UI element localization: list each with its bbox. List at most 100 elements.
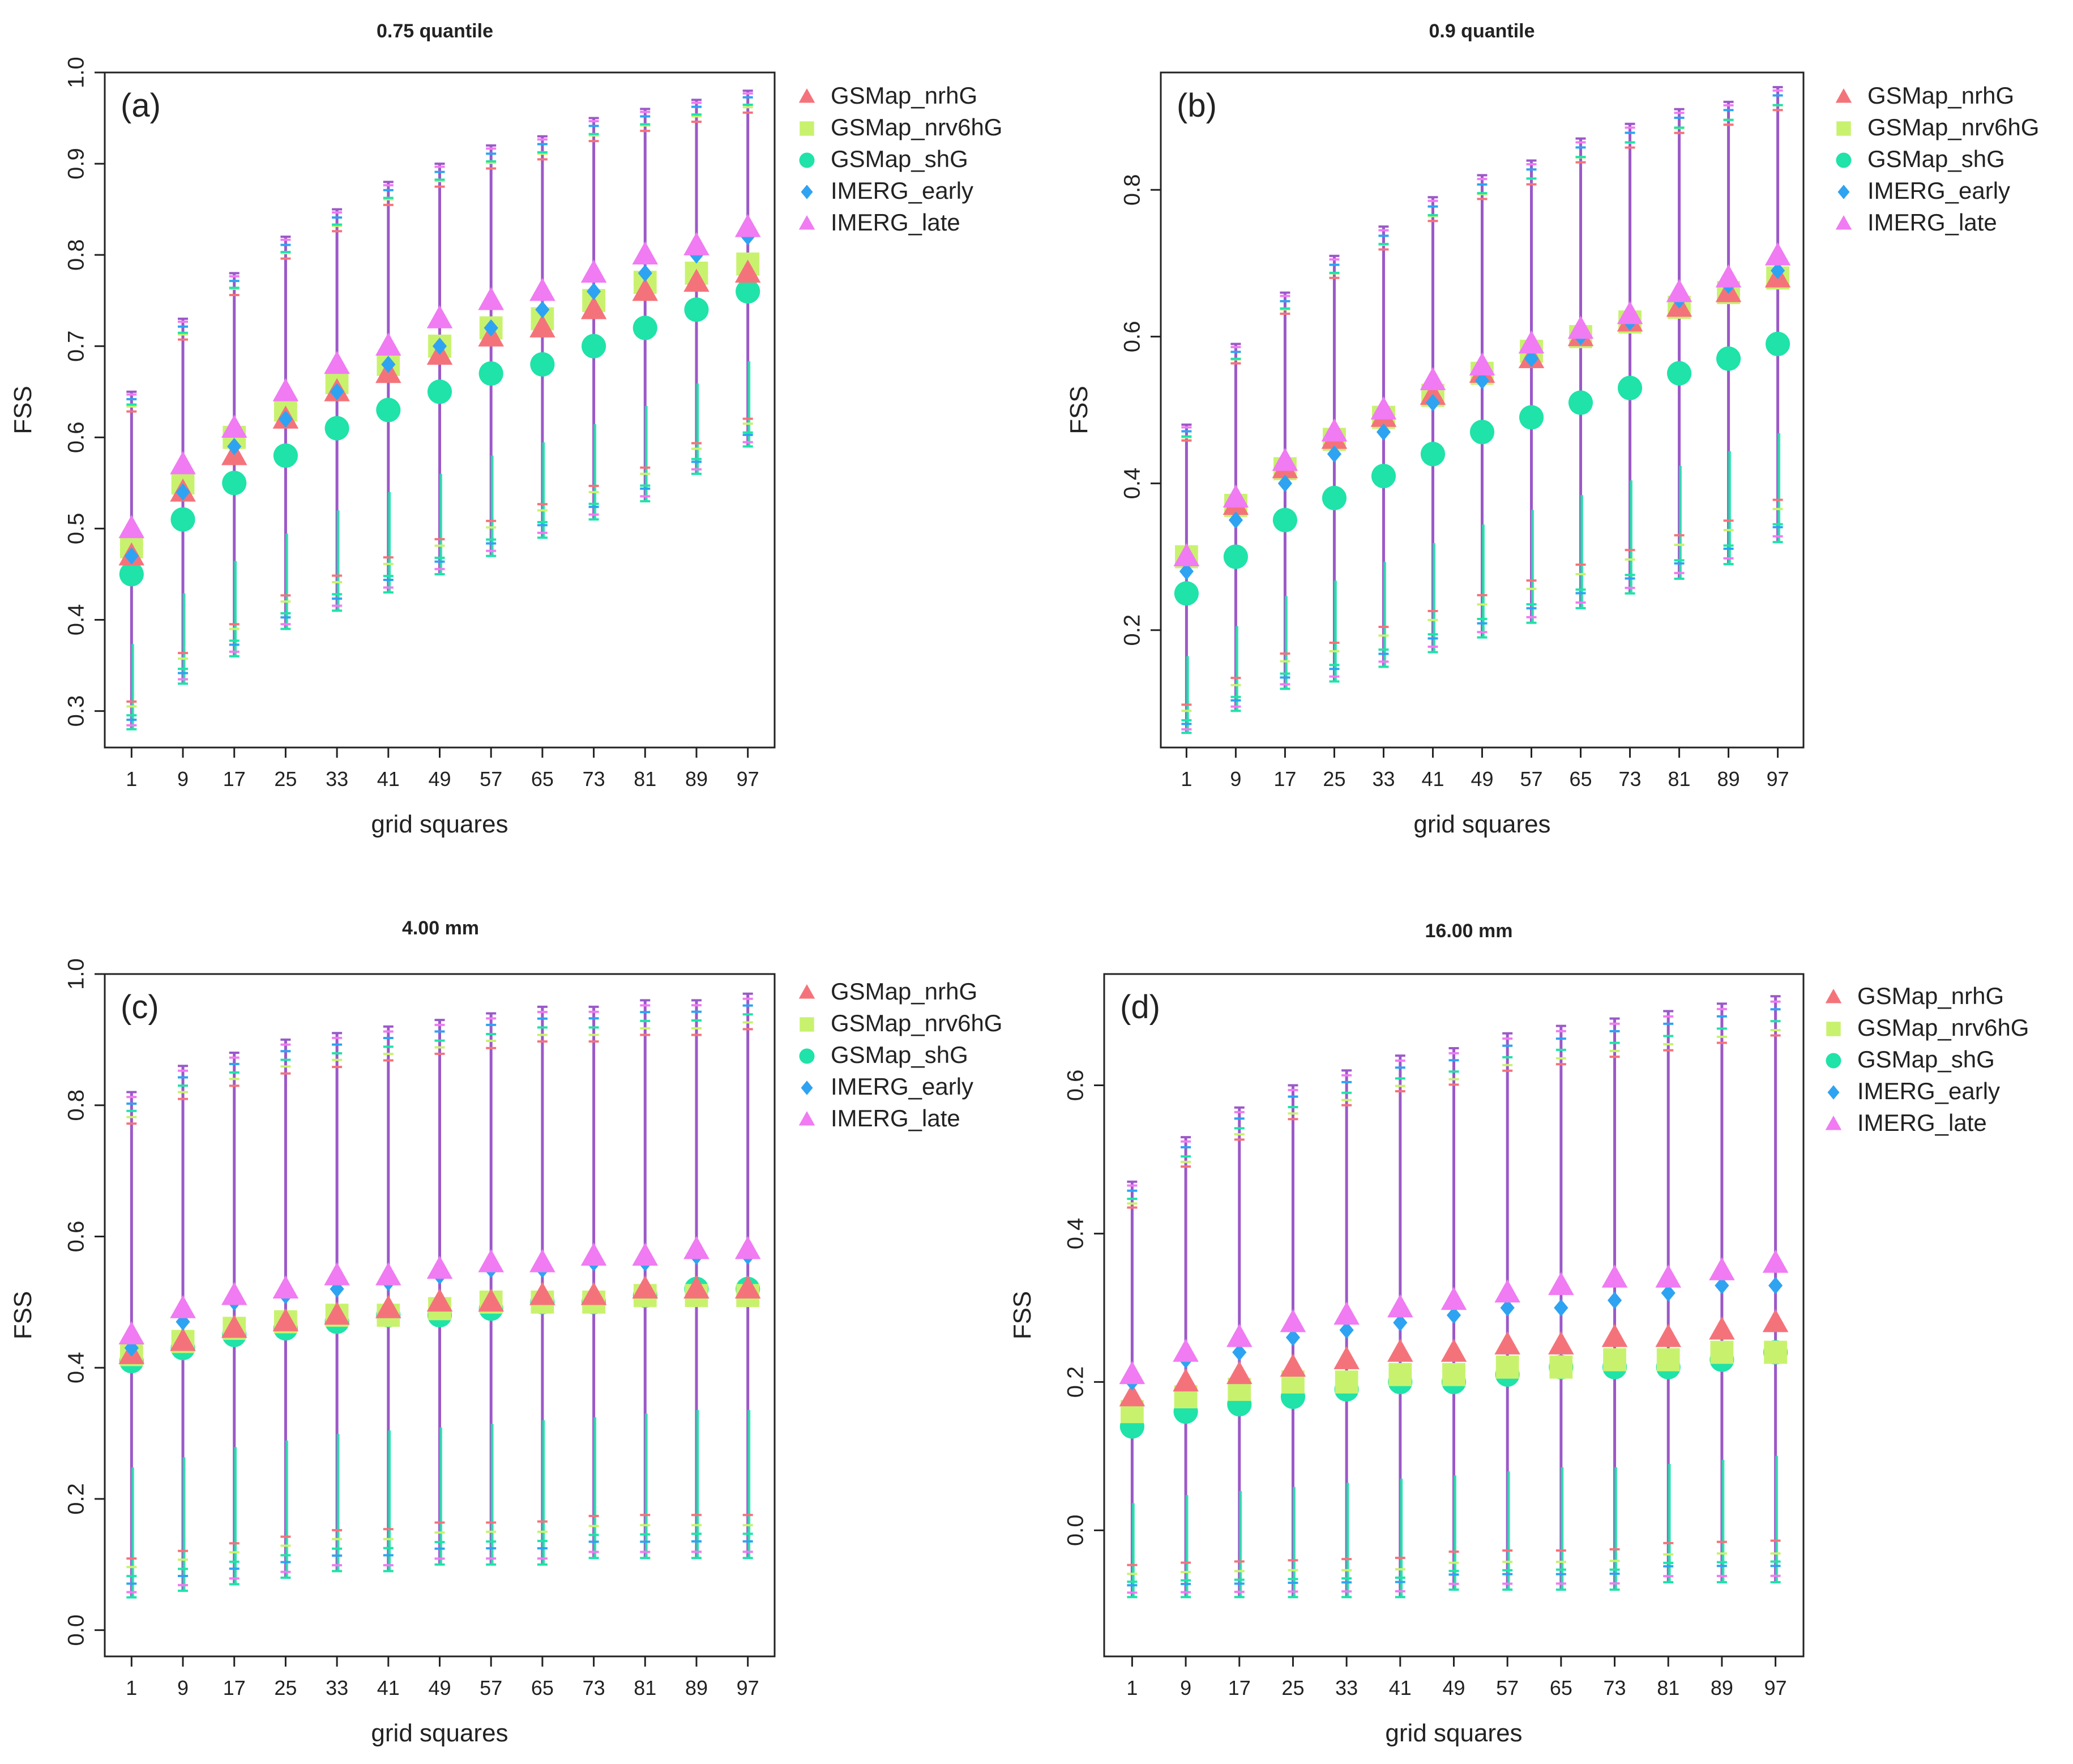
y-axis-label: FSS bbox=[1065, 386, 1093, 434]
data-point-imerg-early bbox=[1554, 1299, 1568, 1317]
data-point-imerg-late bbox=[1321, 418, 1348, 442]
data-point-gsmap-nrhg bbox=[1762, 1309, 1789, 1332]
x-tick-label: 65 bbox=[1570, 767, 1592, 791]
data-point-imerg-early bbox=[1768, 1276, 1783, 1295]
chart-title: 0.75 quantile bbox=[377, 20, 493, 42]
legend-marker bbox=[1837, 185, 1850, 199]
data-point-imerg-late bbox=[1173, 1338, 1199, 1362]
y-tick-label: 0.2 bbox=[1120, 614, 1145, 646]
legend-label: GSMap_nrhG bbox=[1867, 82, 2014, 109]
data-point-gsmap-nrhg bbox=[1333, 1346, 1360, 1369]
x-tick-label: 49 bbox=[1442, 1676, 1465, 1699]
data-point-gsmap-nrhg bbox=[478, 1288, 504, 1312]
data-point-imerg-late bbox=[1518, 330, 1545, 354]
data-point-gsmap-nrv6hg bbox=[1335, 1370, 1358, 1394]
data-point-gsmap-nrv6hg bbox=[1764, 1340, 1787, 1364]
data-point-imerg-late bbox=[375, 1262, 401, 1285]
legend-marker bbox=[1826, 1022, 1841, 1036]
data-point-gsmap-nrhg bbox=[580, 296, 607, 319]
data-point-imerg-late bbox=[1119, 1361, 1146, 1385]
legend-label: IMERG_late bbox=[1867, 209, 1997, 236]
data-point-imerg-early bbox=[227, 438, 242, 455]
y-tick-label: 0.0 bbox=[64, 1614, 89, 1646]
data-point-imerg-early bbox=[330, 383, 344, 401]
legend-label: GSMap_shG bbox=[831, 1041, 968, 1068]
x-tick-label: 97 bbox=[737, 767, 759, 791]
data-point-imerg-late bbox=[529, 277, 555, 301]
data-point-imerg-late bbox=[118, 1321, 145, 1345]
x-axis-label: grid squares bbox=[371, 810, 508, 838]
data-point-imerg-early bbox=[1661, 1284, 1676, 1302]
data-point-imerg-late bbox=[1709, 1257, 1735, 1280]
legend-label: GSMap_nrv6hG bbox=[831, 114, 1002, 140]
y-tick-label: 1.0 bbox=[64, 958, 89, 990]
data-point-imerg-early bbox=[1339, 1321, 1354, 1339]
data-point-imerg-early bbox=[1285, 1329, 1301, 1347]
y-tick-label: 0.8 bbox=[64, 1090, 89, 1121]
x-tick-label: 57 bbox=[480, 767, 502, 791]
legend-marker bbox=[1827, 1085, 1840, 1100]
chart-title: 0.9 quantile bbox=[1429, 20, 1535, 42]
legend-label: IMERG_late bbox=[831, 209, 960, 236]
data-point-gsmap-nrhg bbox=[272, 1308, 299, 1331]
legend-label: GSMap_nrhG bbox=[831, 978, 977, 1005]
data-point-imerg-late bbox=[632, 241, 659, 264]
y-tick-label: 0.9 bbox=[64, 148, 89, 180]
legend-marker bbox=[800, 121, 814, 136]
x-tick-label: 73 bbox=[583, 767, 605, 791]
x-tick-label: 65 bbox=[1550, 1676, 1572, 1699]
y-tick-label: 0.6 bbox=[1120, 321, 1145, 353]
x-tick-label: 89 bbox=[685, 1676, 708, 1699]
data-point-gsmap-nrv6hg bbox=[1710, 1340, 1734, 1364]
data-point-gsmap-nrhg bbox=[1387, 1338, 1413, 1362]
legend-marker bbox=[801, 185, 813, 199]
data-point-imerg-early bbox=[535, 301, 550, 319]
y-tick-label: 0.7 bbox=[64, 330, 89, 362]
legend-label: GSMap_nrv6hG bbox=[831, 1010, 1002, 1036]
y-axis-label: FSS bbox=[9, 1291, 37, 1340]
x-tick-label: 73 bbox=[583, 1676, 605, 1699]
data-point-imerg-late bbox=[1764, 242, 1791, 266]
x-tick-label: 89 bbox=[685, 767, 708, 791]
x-tick-label: 9 bbox=[177, 767, 189, 791]
data-point-gsmap-nrhg bbox=[324, 1301, 350, 1325]
data-point-imerg-late bbox=[272, 1275, 299, 1299]
y-tick-label: 0.4 bbox=[1120, 468, 1145, 499]
x-tick-label: 1 bbox=[1181, 767, 1192, 791]
x-tick-label: 17 bbox=[223, 1676, 246, 1699]
x-tick-label: 41 bbox=[377, 767, 400, 791]
data-point-gsmap-nrhg bbox=[734, 259, 761, 283]
legend-marker bbox=[798, 984, 815, 999]
data-point-gsmap-nrhg bbox=[1420, 382, 1446, 405]
data-point-imerg-early bbox=[1524, 350, 1539, 368]
data-point-gsmap-shg bbox=[1568, 390, 1593, 415]
data-point-gsmap-nrhg bbox=[683, 1275, 709, 1299]
y-axis-label: FSS bbox=[9, 386, 37, 434]
x-tick-label: 41 bbox=[377, 1676, 400, 1699]
panel-label: (d) bbox=[1120, 989, 1160, 1026]
x-tick-label: 57 bbox=[480, 1676, 502, 1699]
data-point-gsmap-shg bbox=[376, 398, 401, 422]
x-tick-label: 57 bbox=[1520, 767, 1542, 791]
data-point-gsmap-nrhg bbox=[734, 1275, 761, 1299]
data-point-gsmap-shg bbox=[1469, 420, 1495, 445]
x-tick-label: 81 bbox=[634, 767, 656, 791]
legend-label: GSMap_shG bbox=[831, 146, 968, 172]
data-point-imerg-late bbox=[426, 305, 453, 328]
x-tick-label: 1 bbox=[126, 767, 137, 791]
data-point-imerg-early bbox=[1425, 394, 1441, 412]
x-tick-label: 25 bbox=[1281, 1676, 1304, 1699]
data-point-gsmap-nrhg bbox=[580, 1282, 607, 1305]
data-point-imerg-early bbox=[1771, 262, 1785, 280]
data-point-gsmap-nrhg bbox=[1173, 1368, 1199, 1392]
data-point-imerg-late bbox=[1567, 315, 1594, 339]
data-point-imerg-late bbox=[221, 1282, 247, 1305]
data-point-imerg-late bbox=[1370, 396, 1397, 420]
data-point-imerg-late bbox=[170, 451, 196, 475]
data-point-gsmap-nrhg bbox=[1226, 1361, 1253, 1385]
x-axis-label: grid squares bbox=[371, 1719, 508, 1747]
data-point-gsmap-shg bbox=[324, 416, 349, 441]
chart-panel-c: 4.00 mm (c) 0.0 0.2 0.4 0.6 0.8 1.0 1 9 17 25 33 41 49… bbox=[9, 917, 1002, 1747]
data-point-gsmap-shg bbox=[1223, 544, 1249, 569]
